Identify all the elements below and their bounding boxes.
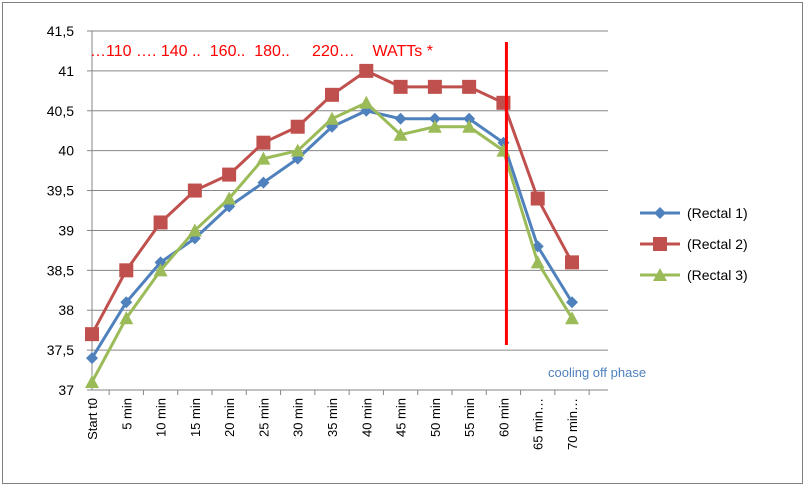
data-point (187, 223, 202, 237)
x-tick-label: 40 min (359, 398, 374, 437)
legend-label: (Rectal 2) (687, 236, 748, 252)
x-tick-label: 50 min (428, 398, 443, 437)
x-tick-label: 45 min (394, 398, 409, 437)
x-tick-label: Start t0 (85, 398, 100, 440)
data-point (393, 79, 408, 94)
data-point (427, 79, 442, 94)
x-tick-label: 20 min (222, 398, 237, 437)
x-tick-label: 5 min (119, 398, 134, 430)
y-tick-label: 40,5 (47, 103, 74, 119)
legend: (Rectal 1) (Rectal 2) (Rectal 3) (640, 205, 748, 283)
data-point (222, 191, 237, 205)
data-point (654, 207, 666, 219)
y-tick-label: 39 (58, 222, 74, 238)
data-point (427, 119, 442, 133)
data-point (653, 237, 667, 251)
legend-label: (Rectal 3) (687, 267, 748, 283)
x-tick-label: 15 min (188, 398, 203, 437)
x-tick-label: 70 min… (565, 398, 580, 450)
data-point (153, 263, 168, 277)
data-point (290, 119, 305, 134)
x-tick-label: 30 min (291, 398, 306, 437)
data-point (290, 143, 305, 157)
x-tick-label: 60 min (496, 398, 511, 437)
data-point (325, 111, 339, 125)
data-point (325, 87, 339, 102)
data-point (119, 263, 134, 278)
series-rectal-2 (85, 63, 579, 342)
data-point (119, 311, 134, 325)
data-point (153, 215, 168, 230)
y-tick-label: 40 (58, 143, 74, 159)
data-point (530, 255, 545, 269)
data-point (359, 63, 374, 78)
y-tick-label: 38 (58, 302, 74, 318)
legend-entry: (Rectal 2) (640, 236, 748, 252)
data-point (222, 167, 237, 182)
data-point (462, 119, 477, 133)
y-tick-label: 37,5 (47, 342, 74, 358)
data-point (653, 268, 667, 281)
y-tick-label: 39,5 (47, 183, 74, 199)
data-point (393, 127, 408, 141)
annotations: …110 …. 140 .. 160.. 180.. 220… WATTs * … (90, 42, 646, 380)
data-point (462, 79, 477, 94)
y-tick-label: 37 (58, 382, 74, 398)
series-group (85, 63, 579, 389)
x-tick-label: 65 min… (531, 398, 546, 450)
y-tick-label: 38,5 (47, 262, 74, 278)
data-point (187, 183, 202, 198)
data-point (256, 151, 271, 165)
data-point (394, 112, 407, 125)
legend-entry: (Rectal 3) (640, 267, 748, 283)
data-point (85, 375, 99, 389)
data-point (566, 296, 578, 309)
data-point (496, 95, 511, 110)
y-tick-label: 41 (58, 63, 74, 79)
legend-label: (Rectal 1) (687, 205, 748, 221)
data-point (530, 191, 545, 206)
data-point (85, 327, 99, 342)
series-rectal-3 (85, 95, 579, 389)
x-tick-label: 10 min (154, 398, 169, 437)
data-point (257, 176, 270, 189)
data-point (359, 95, 374, 109)
legend-entry: (Rectal 1) (640, 205, 748, 221)
data-point (428, 112, 441, 125)
x-tick-label: 55 min (462, 398, 477, 437)
cooling-off-annotation: cooling off phase (548, 365, 646, 380)
x-tick-label: 25 min (256, 398, 271, 437)
data-point (565, 311, 579, 325)
y-tick-label: 41,5 (47, 23, 74, 39)
watts-annotation: …110 …. 140 .. 160.. 180.. 220… WATTs * (90, 43, 433, 60)
data-point (565, 255, 579, 270)
x-tick-label: 35 min (325, 398, 340, 437)
data-point (256, 135, 271, 150)
data-point (86, 352, 98, 365)
data-point (120, 296, 133, 309)
data-point (463, 112, 476, 125)
